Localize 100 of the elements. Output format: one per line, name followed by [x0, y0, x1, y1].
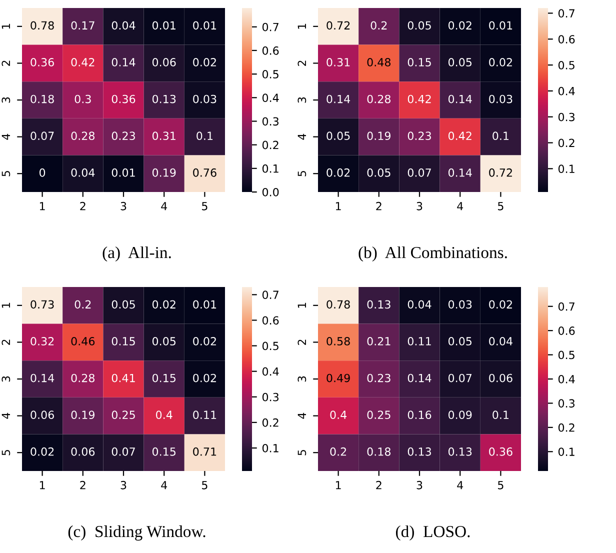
color-bar-label: 0.4 [558, 86, 575, 96]
data-label: 0.05 [152, 337, 176, 346]
x-tick-label: 1 [40, 202, 45, 210]
data-label: 0.04 [408, 300, 432, 309]
color-bar-label: 0.6 [262, 46, 279, 55]
y-tick-label: 2 [2, 60, 10, 66]
data-label: 0.31 [152, 132, 176, 140]
y-tick-label: 4 [2, 134, 10, 140]
data-label: 0.02 [30, 447, 54, 456]
color-bar-label: 0.1 [558, 448, 574, 456]
data-label: 0.05 [408, 21, 431, 30]
data-label: 0.48 [367, 58, 391, 66]
data-label: 0.71 [193, 447, 216, 456]
data-label: 0.06 [30, 410, 54, 420]
data-label: 0.3 [74, 94, 91, 104]
y-tick-label: 3 [2, 376, 10, 382]
y-tick-label: 4 [2, 412, 10, 419]
color-bar-label: 0.6 [558, 35, 575, 44]
data-label: 0.23 [367, 374, 390, 382]
data-label: 0.02 [448, 21, 472, 30]
x-tick-label: 5 [202, 481, 208, 490]
x-tick-label: 2 [376, 202, 382, 210]
color-bar-label: 0.3 [262, 392, 278, 402]
color-bar-label: 0.3 [262, 117, 278, 126]
y-tick-label: 1 [2, 24, 10, 29]
data-label: 0.36 [112, 94, 136, 104]
data-label: 0.07 [408, 168, 431, 177]
y-tick-label: 5 [298, 450, 306, 456]
text: (c) Sliding Window. [68, 525, 206, 541]
data-label: 0.72 [326, 21, 350, 30]
data-label: 0.19 [367, 132, 390, 140]
data-label: 0.2 [330, 447, 346, 456]
color-bar-label: 0.4 [262, 94, 279, 102]
data-label: 0.1 [492, 132, 509, 140]
data-label: 0.41 [112, 374, 135, 382]
data-label: 0.36 [489, 447, 512, 456]
data-label: 0.02 [152, 300, 176, 309]
text: (a) All-in. [102, 246, 171, 262]
data-label: 0.1 [196, 132, 213, 140]
y-tick-label: 1 [2, 302, 10, 308]
data-label: 0.28 [71, 374, 95, 382]
x-tick-label: 2 [376, 480, 382, 490]
data-label: 0.15 [408, 58, 431, 66]
data-label: 0.21 [367, 337, 390, 346]
y-tick-label: 3 [2, 97, 10, 103]
data-label: 0.15 [112, 337, 135, 346]
y-tick-label: 3 [298, 97, 306, 103]
data-label: 0.02 [489, 58, 512, 66]
data-label: 0.05 [326, 132, 350, 140]
color-bar-label: 0.5 [262, 342, 278, 350]
data-label: 0.4 [156, 410, 172, 420]
data-label: 0.25 [367, 410, 390, 420]
data-label: 0.05 [448, 58, 472, 66]
x-tick-label: 1 [40, 481, 45, 490]
x-tick-label: 5 [498, 481, 504, 490]
x-tick-label: 1 [336, 481, 341, 490]
data-label: 0.42 [448, 132, 472, 140]
y-tick-label: 1 [298, 24, 306, 29]
x-tick-label: 3 [416, 480, 422, 490]
y-tick-label: 4 [298, 412, 306, 419]
color-bar-label: 0.1 [262, 164, 278, 173]
data-label: 0.28 [71, 132, 95, 140]
data-label: 0.01 [152, 21, 176, 30]
y-tick-label: 2 [298, 340, 306, 345]
data-label: 0.32 [30, 337, 54, 346]
data-label: 0.18 [30, 94, 54, 104]
data-label: 0.46 [71, 337, 95, 346]
data-label: 0.42 [71, 58, 94, 66]
data-label: 0.13 [152, 94, 176, 104]
data-label: 0.11 [408, 337, 431, 346]
x-tick-label: 2 [80, 480, 86, 490]
x-tick-label: 5 [202, 202, 208, 210]
data-label: 0.07 [112, 447, 135, 456]
data-label: 0.18 [367, 447, 391, 456]
text: (b) All Combinations. [358, 246, 507, 262]
data-label: 0.72 [489, 168, 512, 177]
x-tick-label: 4 [457, 202, 464, 210]
x-tick-label: 5 [498, 202, 504, 210]
data-label: 0.15 [152, 447, 176, 456]
color-bar-label: 0.7 [558, 302, 574, 311]
data-label: 0.17 [71, 21, 94, 30]
data-label: 0.14 [448, 94, 472, 104]
data-label: 0.1 [492, 410, 509, 420]
x-tick-label: 4 [457, 481, 464, 490]
data-label: 0.06 [489, 374, 512, 382]
color-bar-label: 0.2 [262, 140, 278, 150]
data-label: 0.01 [193, 300, 216, 309]
x-tick-label: 1 [336, 202, 341, 210]
data-label: 0.76 [193, 168, 216, 177]
data-label: 0.31 [326, 58, 350, 66]
y-tick-label: 5 [2, 171, 10, 176]
color-bar-label: 0.4 [558, 374, 575, 384]
text: (d) LOSO. [396, 525, 470, 541]
data-label: 0.06 [152, 58, 176, 66]
data-label: 0.02 [193, 374, 216, 382]
color-bar-label: 0.1 [558, 164, 574, 174]
data-label: 0.16 [408, 410, 432, 420]
data-label: 0.02 [193, 58, 216, 66]
data-label: 0.11 [193, 410, 216, 420]
y-tick-label: 3 [298, 376, 306, 382]
